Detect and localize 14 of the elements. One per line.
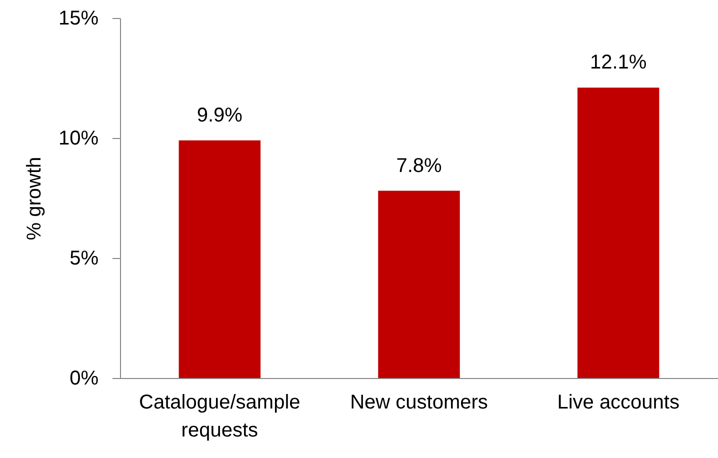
x-tick-label: Live accounts	[557, 392, 680, 414]
y-tick-label: 5%	[70, 248, 99, 270]
data-label: 12.1%	[590, 52, 647, 74]
x-tick-label: Catalogue/sample requests	[139, 392, 300, 442]
bar	[577, 88, 660, 378]
y-tick-label: 15%	[58, 8, 99, 30]
bar	[378, 190, 460, 378]
data-label: 7.8%	[396, 154, 442, 177]
data-label: 9.9%	[196, 104, 243, 126]
y-axis-title: % growth	[23, 156, 46, 240]
y-tick-label: 10%	[58, 128, 99, 150]
bar	[178, 140, 261, 378]
x-tick-label: New customers	[350, 392, 488, 414]
y-tick-label: 0%	[70, 368, 99, 390]
